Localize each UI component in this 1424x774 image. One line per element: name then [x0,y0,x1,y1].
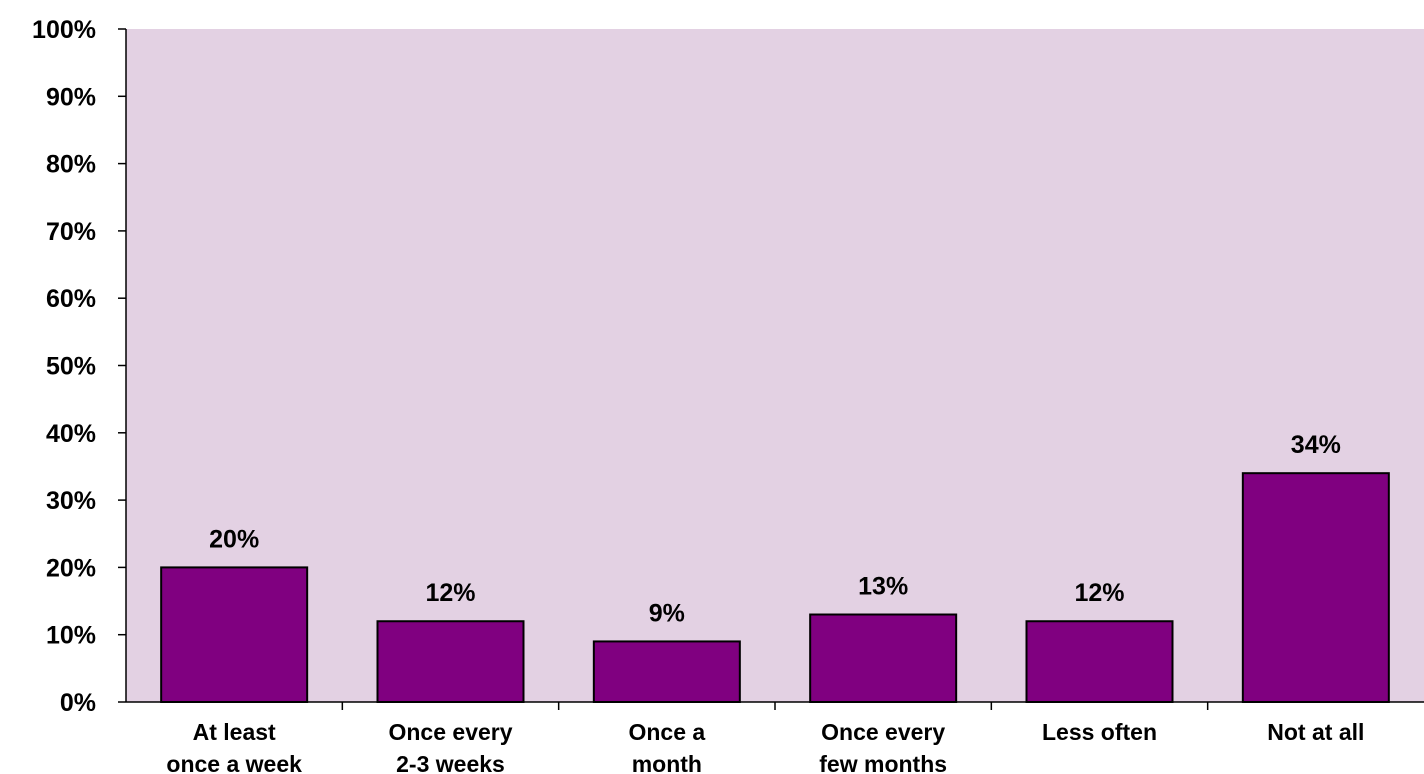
x-tick-label: Less often [1042,719,1157,745]
bar [160,566,309,704]
data-label: 20% [209,525,259,553]
y-tick-label: 80% [46,151,96,179]
y-tick-label: 30% [46,487,96,515]
y-tick-label: 60% [46,285,96,313]
bar [809,613,958,704]
y-tick-label: 100% [32,16,96,44]
x-axis-ticks: At least once a week Once every 2-3 weeks On… [166,702,1364,774]
x-tick-label: Once every [388,719,512,745]
bars: 20% 12% 9% 13% 12% 34% [160,431,1390,704]
x-tick-label: Once a [628,719,705,745]
y-tick-label: 0% [60,689,96,717]
data-label: 9% [649,599,685,627]
plot-area [126,29,1424,702]
data-label: 13% [858,573,908,601]
x-tick-label: At least [193,719,276,745]
data-label: 12% [425,579,475,607]
bar [1241,472,1390,703]
y-tick-label: 90% [46,83,96,111]
x-tick-label: month [632,751,702,774]
y-axis-ticks: 0% 10% 20% 30% 40% 50% 60% 70% 80% 90% 100% [32,16,126,717]
bar [592,640,741,703]
y-tick-label: 10% [46,622,96,650]
x-tick-label: Once every [821,719,945,745]
x-tick-label: once a week [166,751,302,774]
y-tick-label: 40% [46,420,96,448]
data-label: 34% [1291,431,1341,459]
x-tick-label: 2-3 weeks [396,751,505,774]
bar [1025,620,1174,703]
y-tick-label: 70% [46,218,96,246]
x-tick-label: few months [819,751,947,774]
data-label: 12% [1074,579,1124,607]
y-tick-label: 50% [46,353,96,381]
x-tick-label: Not at all [1267,719,1364,745]
y-tick-label: 20% [46,554,96,582]
bar [376,620,525,703]
